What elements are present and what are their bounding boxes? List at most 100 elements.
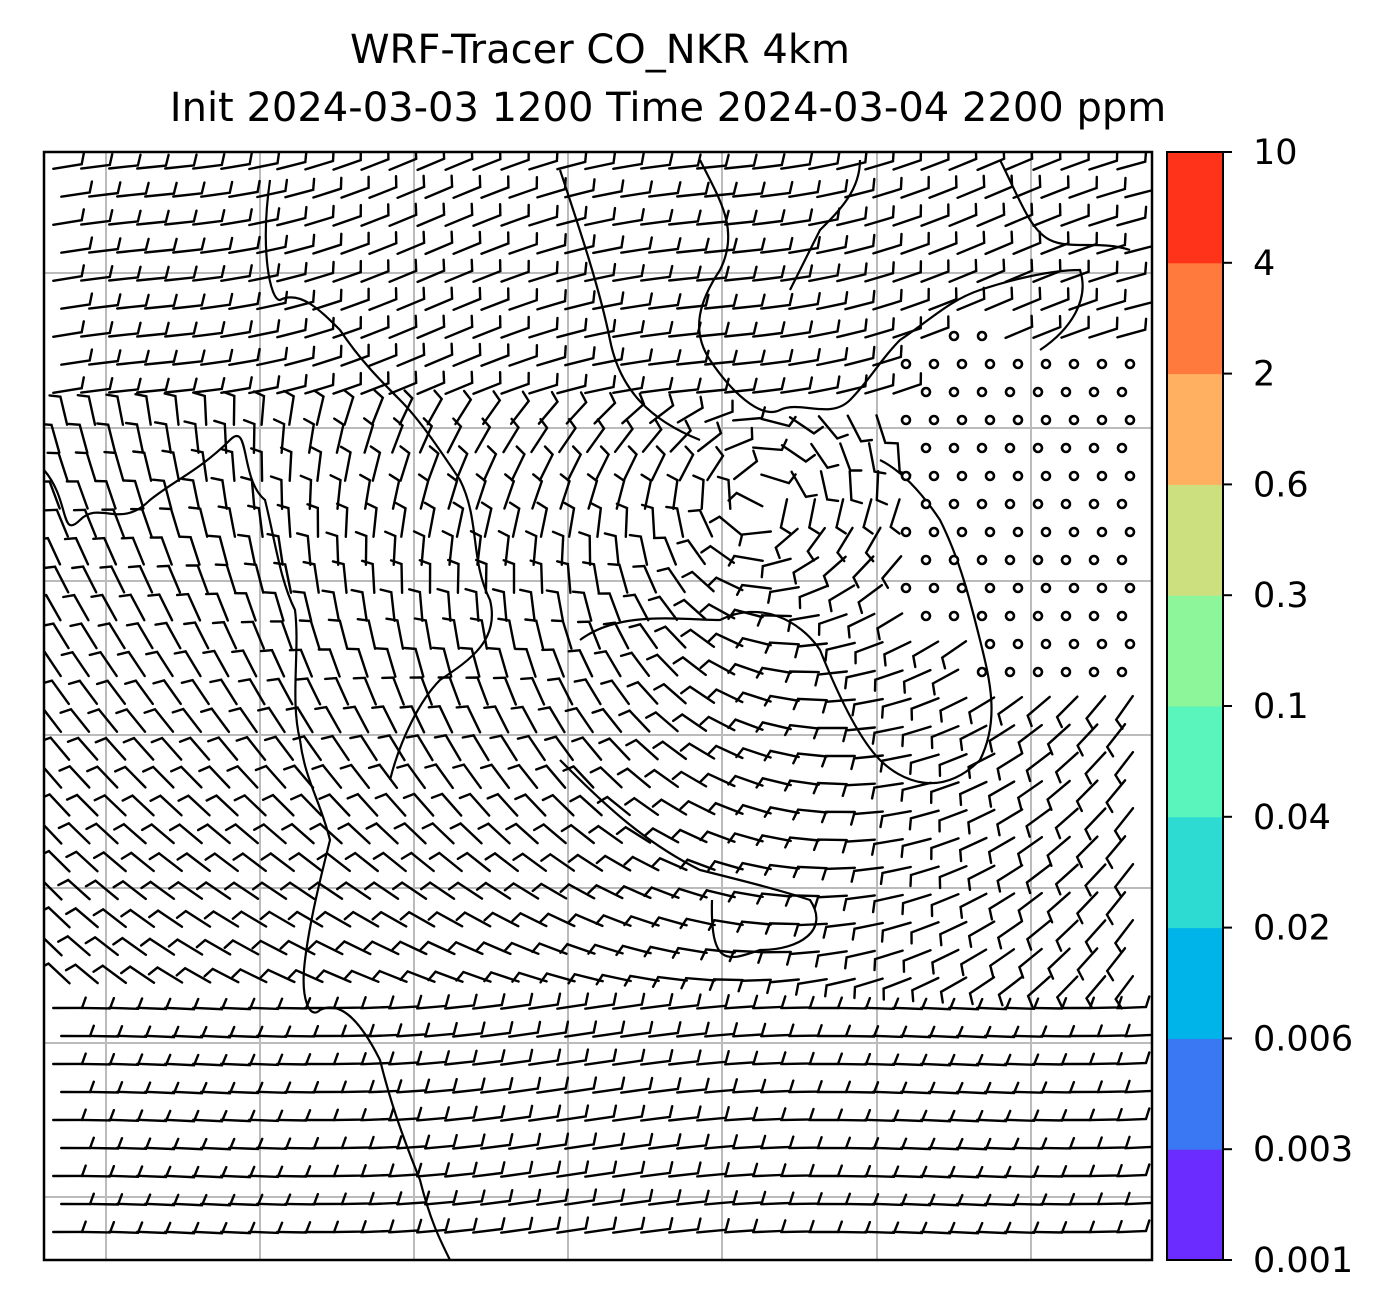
wind-barb [247,504,264,538]
wind-barb [200,1193,236,1207]
wind-barb [528,316,559,339]
wind-barb [671,828,708,844]
wind-barb [1004,258,1034,284]
wind-barb [503,881,540,900]
wind-barb [1116,261,1148,283]
wind-barb [144,237,178,254]
wind-barb [640,1217,674,1234]
wind-barb [755,721,792,733]
wind-barb [269,475,284,510]
wind-barb [545,589,565,622]
wind-barb [309,822,343,845]
wind-barb [735,691,772,703]
wind-barb [1025,751,1051,783]
wind-barb [640,473,653,510]
wind-barb [820,810,856,824]
wind-barb [416,152,446,172]
wind-barb [1088,316,1119,339]
wind-barb [44,823,63,845]
wind-barb [88,293,122,310]
wind-barb [368,1079,403,1094]
wind-barb [139,937,176,956]
wind-barb [908,809,940,831]
wind-barb [648,1077,682,1094]
calm-wind-marker [1116,610,1128,622]
wind-barb [668,1105,702,1122]
wind-barb [418,559,432,594]
wind-barb [707,576,744,592]
wind-barb [1116,205,1148,227]
wind-barb [584,152,617,171]
wind-barb [766,978,800,995]
wind-barb [136,265,170,282]
wind-barb [299,474,313,510]
wind-barb [1016,836,1044,866]
wind-barb [136,153,170,170]
wind-barb [424,1189,458,1206]
wind-barb [672,713,708,732]
wind-barb [930,837,960,861]
wind-barb [1012,286,1042,311]
wind-barb [1068,175,1098,199]
calm-wind-marker [1068,470,1080,482]
wind-barb [203,910,240,928]
wind-barb [1116,152,1148,171]
calm-wind-marker [1088,498,1100,510]
wind-barb [956,1081,992,1095]
wind-barb [539,972,576,984]
wind-barb [452,230,482,255]
wind-barb [696,321,730,338]
wind-barb [784,894,820,907]
wind-barb [1025,808,1052,838]
wind-barb [52,208,85,226]
wind-barb [92,964,128,985]
wind-barb [256,234,289,255]
wind-barb [594,445,611,482]
calm-wind-marker [928,582,940,594]
wind-barb [172,1025,208,1039]
wind-barb [707,688,744,704]
wind-barb [727,554,764,567]
wind-barb [763,806,800,818]
wind-barb [480,1077,514,1094]
wind-barb [764,922,800,935]
wind-barb [90,593,118,622]
wind-barb [676,1189,710,1206]
calm-wind-marker [1096,414,1108,426]
wind-barb [360,315,390,339]
wind-barb [732,237,766,254]
calm-wind-marker [1004,666,1016,678]
wind-barb [368,231,398,255]
wind-barb [648,1189,682,1206]
wind-barb [546,677,574,706]
wind-barb [220,1053,256,1067]
wind-barb [237,533,257,566]
wind-barb [44,880,63,901]
wind-barb [620,1188,654,1206]
wind-barb [224,881,260,900]
wind-barb [314,705,342,734]
wind-barb [164,997,200,1011]
wind-barb [640,376,674,394]
wind-barb [114,765,147,789]
wind-barb [231,649,258,678]
wind-barb [790,470,818,499]
wind-barb [248,375,281,395]
wind-barb [1088,260,1119,283]
wind-barb [536,233,567,255]
wind-barb [1046,723,1071,756]
calm-wind-marker [956,414,968,426]
map-frame [42,150,1154,1262]
wind-barb [584,1104,618,1122]
wind-barb [424,286,454,312]
wind-barb [177,794,211,817]
calm-wind-marker [1124,414,1136,426]
wind-barb [654,625,687,649]
wind-barb [371,969,408,983]
wind-barb [700,948,736,961]
wind-barb [1124,1033,1152,1038]
wind-barb [171,707,203,733]
wind-barb [996,864,1024,893]
wind-barb [707,918,744,931]
wind-barb [976,1053,1012,1067]
